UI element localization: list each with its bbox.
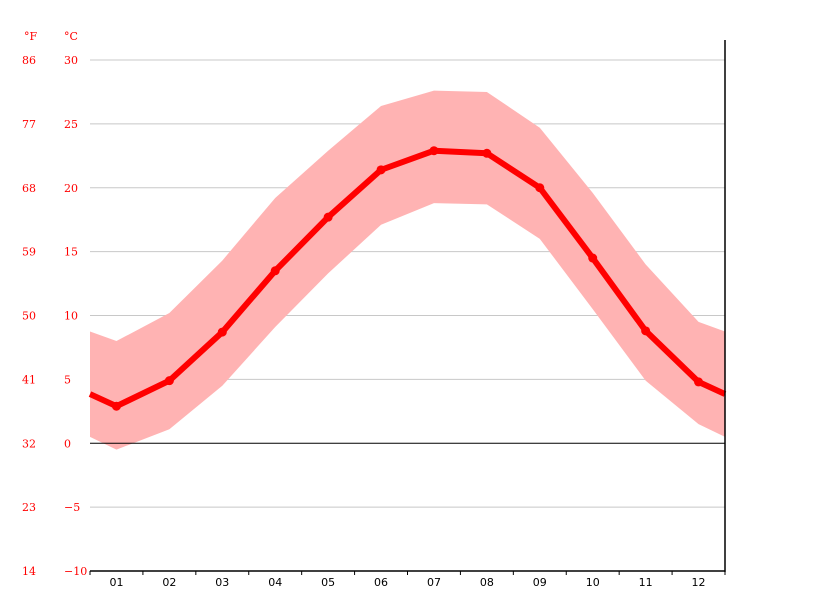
- data-point: [270, 266, 280, 276]
- y-tick-celsius: −5: [64, 501, 80, 514]
- y-tick-fahrenheit: 50: [22, 310, 36, 323]
- x-tick-label: 02: [162, 576, 176, 589]
- data-point: [641, 326, 651, 336]
- x-tick-label: 04: [268, 576, 282, 589]
- x-tick-label: 09: [533, 576, 547, 589]
- data-point: [111, 401, 121, 411]
- data-point: [217, 327, 227, 337]
- x-tick-label: 03: [215, 576, 229, 589]
- y-tick-fahrenheit: 77: [22, 118, 36, 131]
- x-tick-label: 07: [427, 576, 441, 589]
- y-tick-celsius: 0: [64, 437, 71, 450]
- x-tick-label: 08: [480, 576, 494, 589]
- data-point: [535, 183, 545, 193]
- data-point: [429, 146, 439, 156]
- data-point: [482, 148, 492, 158]
- y-tick-fahrenheit: 14: [22, 565, 36, 578]
- average-temperature-points: [111, 146, 704, 411]
- y-tick-celsius: −10: [64, 565, 87, 578]
- data-point: [164, 376, 174, 386]
- y-axis-ticks: 86 30 77 25 68 20 59 15 50 10 41 5 32 0 23 −5 14 −10: [22, 54, 87, 578]
- y-tick-fahrenheit: 41: [22, 373, 36, 386]
- x-axis: 01 02 03 04 05 06 07 08 09 10 11 12: [89, 570, 726, 589]
- y-tick-fahrenheit: 68: [22, 182, 36, 195]
- celsius-unit-label: °C: [64, 30, 78, 43]
- data-point: [323, 212, 333, 222]
- x-tick-label: 11: [639, 576, 653, 589]
- average-temperature-line: [88, 147, 727, 410]
- y-tick-celsius: 10: [64, 310, 78, 323]
- y-tick-celsius: 15: [64, 246, 78, 259]
- y-tick-celsius: 25: [64, 118, 78, 131]
- data-point: [694, 377, 704, 387]
- fahrenheit-unit-label: °F: [24, 30, 38, 43]
- data-point: [376, 165, 386, 175]
- x-tick-label: 05: [321, 576, 335, 589]
- y-tick-fahrenheit: 86: [22, 54, 36, 67]
- y-tick-fahrenheit: 32: [22, 437, 36, 450]
- y-tick-fahrenheit: 59: [22, 246, 36, 259]
- x-tick-label: 06: [374, 576, 388, 589]
- data-point: [588, 253, 598, 263]
- y-tick-fahrenheit: 23: [22, 501, 36, 514]
- x-tick-label: 10: [586, 576, 600, 589]
- y-tick-celsius: 30: [64, 54, 78, 67]
- min-max-range-band: [90, 90, 725, 450]
- x-tick-label: 12: [692, 576, 706, 589]
- y-tick-celsius: 20: [64, 182, 78, 195]
- x-tick-label: 01: [109, 576, 123, 589]
- y-tick-celsius: 5: [64, 373, 71, 386]
